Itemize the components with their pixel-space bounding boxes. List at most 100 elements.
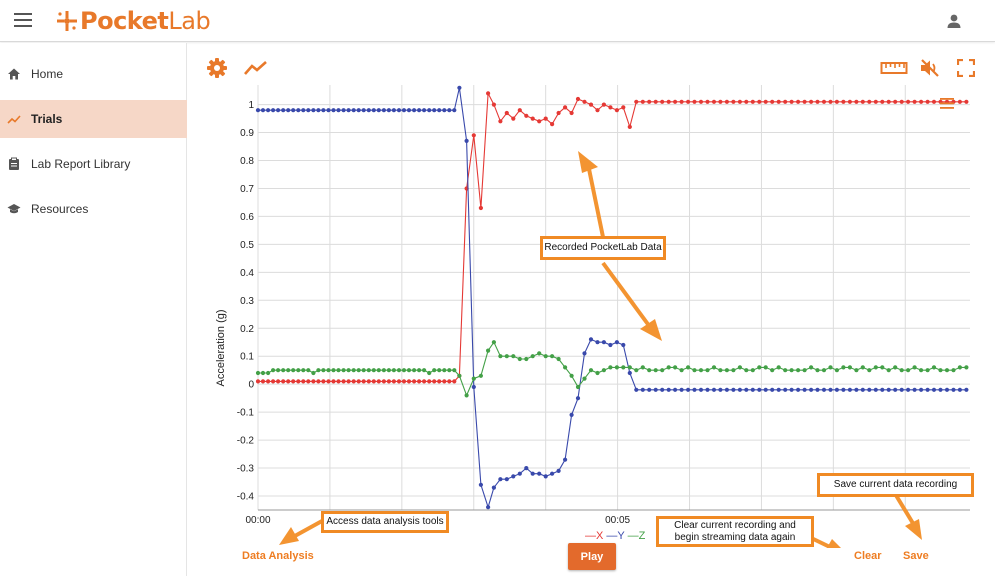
- arrow-head-z-series: [640, 319, 662, 341]
- data-point-y: [763, 387, 768, 392]
- data-point-z: [802, 368, 807, 373]
- arrow-head-data-analysis: [279, 527, 299, 545]
- data-point-z: [255, 370, 261, 376]
- data-point-z: [311, 370, 316, 376]
- data-point-y: [543, 474, 548, 479]
- data-point-x: [673, 99, 678, 104]
- y-tick-label: 0.7: [240, 184, 254, 195]
- data-point-z: [686, 365, 691, 370]
- y-tick-label: 0.2: [240, 324, 254, 335]
- data-point-x: [834, 99, 840, 104]
- data-point-y: [478, 482, 483, 487]
- data-point-x: [757, 99, 762, 104]
- data-point-z: [737, 365, 743, 370]
- data-point-z: [886, 368, 891, 373]
- data-point-y: [919, 387, 924, 392]
- data-point-y: [614, 340, 619, 345]
- data-point-x: [296, 379, 301, 384]
- data-point-x: [276, 379, 281, 384]
- data-point-z: [478, 373, 483, 378]
- chart-grid: [257, 85, 970, 511]
- sidebar-item-lab-report-library[interactable]: Lab Report Library: [0, 145, 187, 183]
- annotation-clear-description: Clear current recording and begin stream…: [656, 516, 814, 547]
- data-point-y: [356, 108, 361, 113]
- data-point-z: [296, 368, 301, 373]
- data-point-z: [705, 368, 710, 373]
- clear-label[interactable]: Clear: [854, 550, 882, 562]
- data-point-z: [537, 351, 542, 356]
- pocketlab-logo-mark-icon: [57, 11, 77, 31]
- fullscreen-icon[interactable]: [957, 59, 975, 77]
- data-point-z: [809, 365, 814, 370]
- data-analysis-label: Data Analysis: [242, 550, 314, 562]
- data-point-y: [957, 387, 963, 392]
- mute-icon[interactable]: [919, 57, 941, 79]
- data-point-y: [944, 387, 950, 392]
- ruler-icon[interactable]: [880, 60, 908, 76]
- data-point-x: [326, 379, 331, 384]
- data-point-x: [491, 102, 496, 107]
- data-point-y: [860, 387, 865, 392]
- data-point-y: [731, 387, 736, 392]
- data-point-y: [679, 387, 684, 392]
- data-point-z: [627, 365, 632, 370]
- data-point-z: [880, 365, 885, 370]
- data-point-z: [660, 368, 665, 373]
- sidebar-item-label: Lab Report Library: [31, 157, 131, 171]
- data-point-y: [371, 108, 376, 113]
- sidebar-item-trials[interactable]: Trials: [0, 100, 187, 138]
- data-point-y: [537, 471, 542, 476]
- save-label[interactable]: Save: [903, 550, 929, 562]
- data-point-x: [511, 116, 516, 121]
- y-tick-label: 0.8: [240, 156, 254, 167]
- data-point-y: [556, 468, 561, 473]
- sidebar-item-home[interactable]: Home: [0, 55, 187, 93]
- account-icon[interactable]: [944, 11, 964, 31]
- data-analysis-icon[interactable]: [243, 59, 269, 77]
- hamburger-menu-icon[interactable]: [14, 13, 32, 27]
- data-point-x: [563, 105, 568, 110]
- data-point-z: [457, 373, 462, 378]
- data-point-x: [452, 379, 457, 384]
- data-point-x: [306, 379, 311, 384]
- data-point-x: [391, 379, 396, 384]
- arrow-to-z-series: [601, 261, 652, 329]
- data-point-z: [957, 365, 963, 370]
- data-point-x: [376, 379, 381, 384]
- play-button[interactable]: Play: [568, 543, 616, 570]
- data-point-z: [860, 365, 865, 370]
- settings-gear-icon[interactable]: [206, 57, 228, 79]
- data-point-x: [731, 99, 736, 104]
- data-point-x: [705, 99, 710, 104]
- data-point-z: [391, 368, 396, 373]
- data-point-x: [750, 99, 755, 104]
- data-point-z: [731, 368, 736, 373]
- data-point-y: [653, 387, 658, 392]
- data-point-y: [634, 387, 639, 392]
- data-point-x: [860, 99, 865, 104]
- data-point-z: [841, 365, 846, 370]
- y-tick-label: 0.6: [240, 212, 254, 223]
- data-point-y: [311, 108, 316, 113]
- arrow-head-clear: [826, 539, 841, 548]
- y-tick-label: -0.2: [237, 436, 255, 447]
- data-point-y: [660, 387, 665, 392]
- chart-menu-icon[interactable]: [940, 98, 954, 109]
- data-point-z: [899, 368, 904, 373]
- sidebar-item-resources[interactable]: Resources: [0, 190, 187, 228]
- data-point-z: [336, 368, 341, 373]
- data-point-y: [595, 340, 600, 345]
- data-point-x: [281, 379, 286, 384]
- pocketlab-logo[interactable]: PocketLab: [56, 6, 211, 36]
- data-point-y: [326, 108, 331, 113]
- data-point-y: [724, 387, 730, 392]
- data-point-y: [873, 387, 878, 392]
- data-point-x: [809, 99, 814, 104]
- data-point-z: [912, 365, 917, 370]
- data-point-y: [517, 471, 522, 476]
- data-point-z: [326, 368, 331, 373]
- legend-y-label: Y: [617, 530, 625, 542]
- data-point-z: [351, 368, 356, 373]
- data-point-y: [276, 108, 281, 113]
- data-point-z: [486, 348, 491, 353]
